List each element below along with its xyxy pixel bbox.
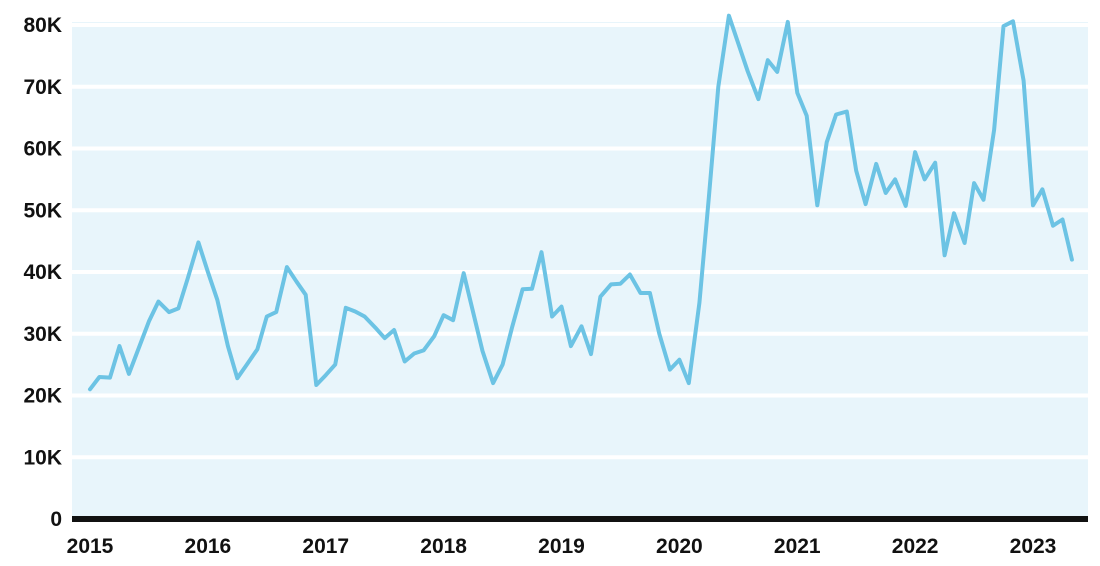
y-tick-label-40K: 40K [23, 261, 62, 284]
y-tick-label-20K: 20K [23, 385, 62, 408]
y-tick-label-10K: 10K [23, 446, 62, 469]
y-tick-label-50K: 50K [23, 199, 62, 222]
y-tick-label-0: 0 [50, 508, 62, 531]
x-tick-label-2018: 2018 [420, 535, 467, 558]
x-tick-label-2022: 2022 [892, 535, 939, 558]
y-tick-label-80K: 80K [23, 14, 62, 37]
y-tick-label-70K: 70K [23, 76, 62, 99]
x-tick-label-2019: 2019 [538, 535, 585, 558]
y-tick-label-30K: 30K [23, 323, 62, 346]
x-tick-label-2023: 2023 [1010, 535, 1057, 558]
x-tick-label-2020: 2020 [656, 535, 703, 558]
x-axis-tick-labels: 2015 2016 2017 2018 2019 2020 2021 2022 2023 [67, 535, 1057, 558]
x-tick-label-2016: 2016 [185, 535, 232, 558]
x-tick-label-2017: 2017 [302, 535, 349, 558]
series-line-0 [88, 13, 1074, 392]
gridlines [72, 23, 1088, 460]
y-tick-label-60K: 60K [23, 138, 62, 161]
y-axis-tick-labels: 0 10K 20K 30K 40K 50K 60K 70K 80K [23, 14, 62, 531]
x-tick-label-2021: 2021 [774, 535, 821, 558]
series-layer [88, 13, 1074, 392]
x-tick-label-2015: 2015 [67, 535, 114, 558]
